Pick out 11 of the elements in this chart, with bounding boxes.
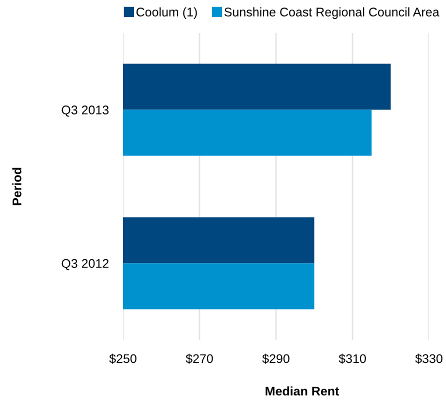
y-tick-label: Q3 2013 <box>62 106 109 117</box>
y-axis-title: Period <box>12 168 22 206</box>
x-tick-label: $250 <box>109 354 136 364</box>
x-tick-label: $290 <box>262 354 290 364</box>
x-tick-label: $270 <box>186 354 213 364</box>
y-tick-label: Q3 2012 <box>62 259 108 270</box>
legend-label: Sunshine Coast Regional Council Area <box>224 7 440 19</box>
legend-label: Coolum (1) <box>136 7 197 19</box>
x-tick-label: $330 <box>415 354 442 364</box>
x-tick-label: $310 <box>338 354 366 364</box>
x-axis-title: Median Rent <box>266 386 340 396</box>
